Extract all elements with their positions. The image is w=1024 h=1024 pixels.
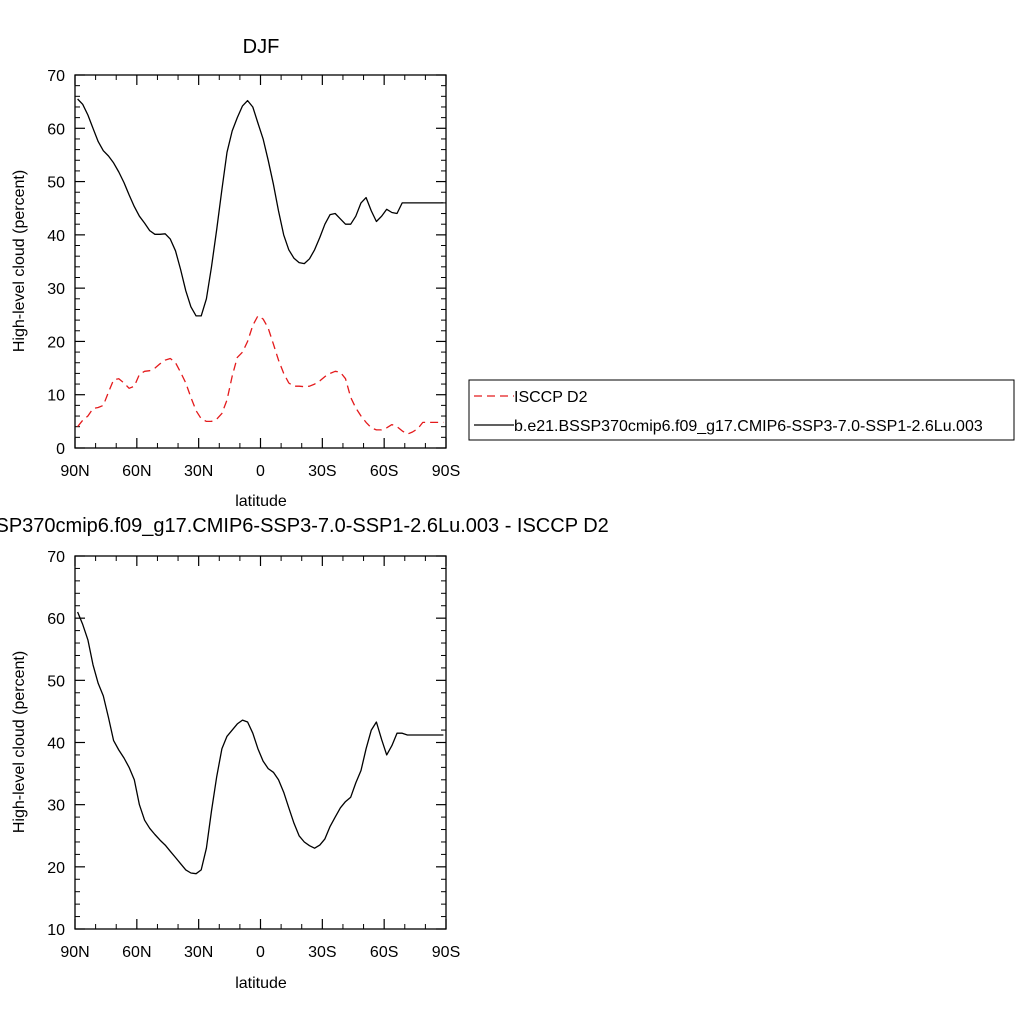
bottom-x-tick-label: 60S xyxy=(370,944,398,961)
top-series-group xyxy=(77,98,444,435)
bottom-series-group xyxy=(76,611,444,875)
bottom-panel: b.e21.BSSP370cmip6.f09_g17.CMIP6-SSP3-7.… xyxy=(0,515,609,992)
top-y-axis-label: High-level cloud (percent) xyxy=(11,170,28,352)
top-y-tick-label: 70 xyxy=(47,68,65,85)
bottom-y-tick-label: 30 xyxy=(47,798,65,815)
top-y-tick-label: 50 xyxy=(47,175,65,192)
bottom-x-tick-label: 90S xyxy=(432,944,460,961)
top-x-tick-label: 0 xyxy=(256,463,265,480)
legend-label-model: b.e21.BSSP370cmip6.f09_g17.CMIP6-SSP3-7.… xyxy=(514,418,983,435)
bottom-y-tick-label: 60 xyxy=(47,611,65,628)
top-panel: DJF 0 10 20 30 40 50 60 70 90N 60N 30N 0 30S 60S 90S l… xyxy=(11,36,460,510)
bottom-plot-frame xyxy=(74,555,447,930)
bottom-y-tick-label: 40 xyxy=(47,736,65,753)
top-series-line-0 xyxy=(77,315,444,435)
top-chart-title: DJF xyxy=(243,36,280,58)
top-x-tick-label: 60N xyxy=(122,463,151,480)
top-series-line-1 xyxy=(77,98,444,317)
legend-label-isccp: ISCCP D2 xyxy=(514,389,588,406)
bottom-y-axis-label: High-level cloud (percent) xyxy=(11,651,28,833)
top-x-tick-label: 90N xyxy=(60,463,89,480)
top-y-tick-label: 10 xyxy=(47,388,65,405)
top-y-tick-label: 40 xyxy=(47,228,65,245)
top-y-tick-label: 60 xyxy=(47,121,65,138)
top-x-tick-label: 30N xyxy=(184,463,213,480)
top-y-tick-label: 0 xyxy=(56,441,65,458)
bottom-y-tick-label: 50 xyxy=(47,673,65,690)
bottom-x-tick-label: 0 xyxy=(256,944,265,961)
bottom-series-line-0 xyxy=(76,611,444,875)
top-axis-ticks: 0 10 20 30 40 50 60 70 90N 60N 30N 0 30S 60S 90S xyxy=(47,68,460,480)
top-x-axis-label: latitude xyxy=(235,493,287,510)
bottom-chart-title: b.e21.BSSP370cmip6.f09_g17.CMIP6-SSP3-7.… xyxy=(0,515,609,537)
bottom-x-tick-label: 30N xyxy=(184,944,213,961)
bottom-x-axis-label: latitude xyxy=(235,975,287,992)
legend-box xyxy=(468,379,1015,441)
top-y-tick-label: 20 xyxy=(47,334,65,351)
bottom-axis-ticks: 10 20 30 40 50 60 70 90N 60N 30N 0 30S 60S 90S xyxy=(47,549,460,961)
bottom-y-tick-label: 10 xyxy=(47,922,65,939)
bottom-y-tick-label: 70 xyxy=(47,549,65,566)
top-x-tick-label: 60S xyxy=(370,463,398,480)
top-x-tick-label: 30S xyxy=(308,463,336,480)
top-x-tick-label: 90S xyxy=(432,463,460,480)
bottom-x-tick-label: 60N xyxy=(122,944,151,961)
top-y-tick-label: 30 xyxy=(47,281,65,298)
bottom-x-tick-label: 30S xyxy=(308,944,336,961)
bottom-y-tick-label: 20 xyxy=(47,860,65,877)
bottom-x-tick-label: 90N xyxy=(60,944,89,961)
legend: ISCCP D2 b.e21.BSSP370cmip6.f09_g17.CMIP… xyxy=(468,379,1015,441)
